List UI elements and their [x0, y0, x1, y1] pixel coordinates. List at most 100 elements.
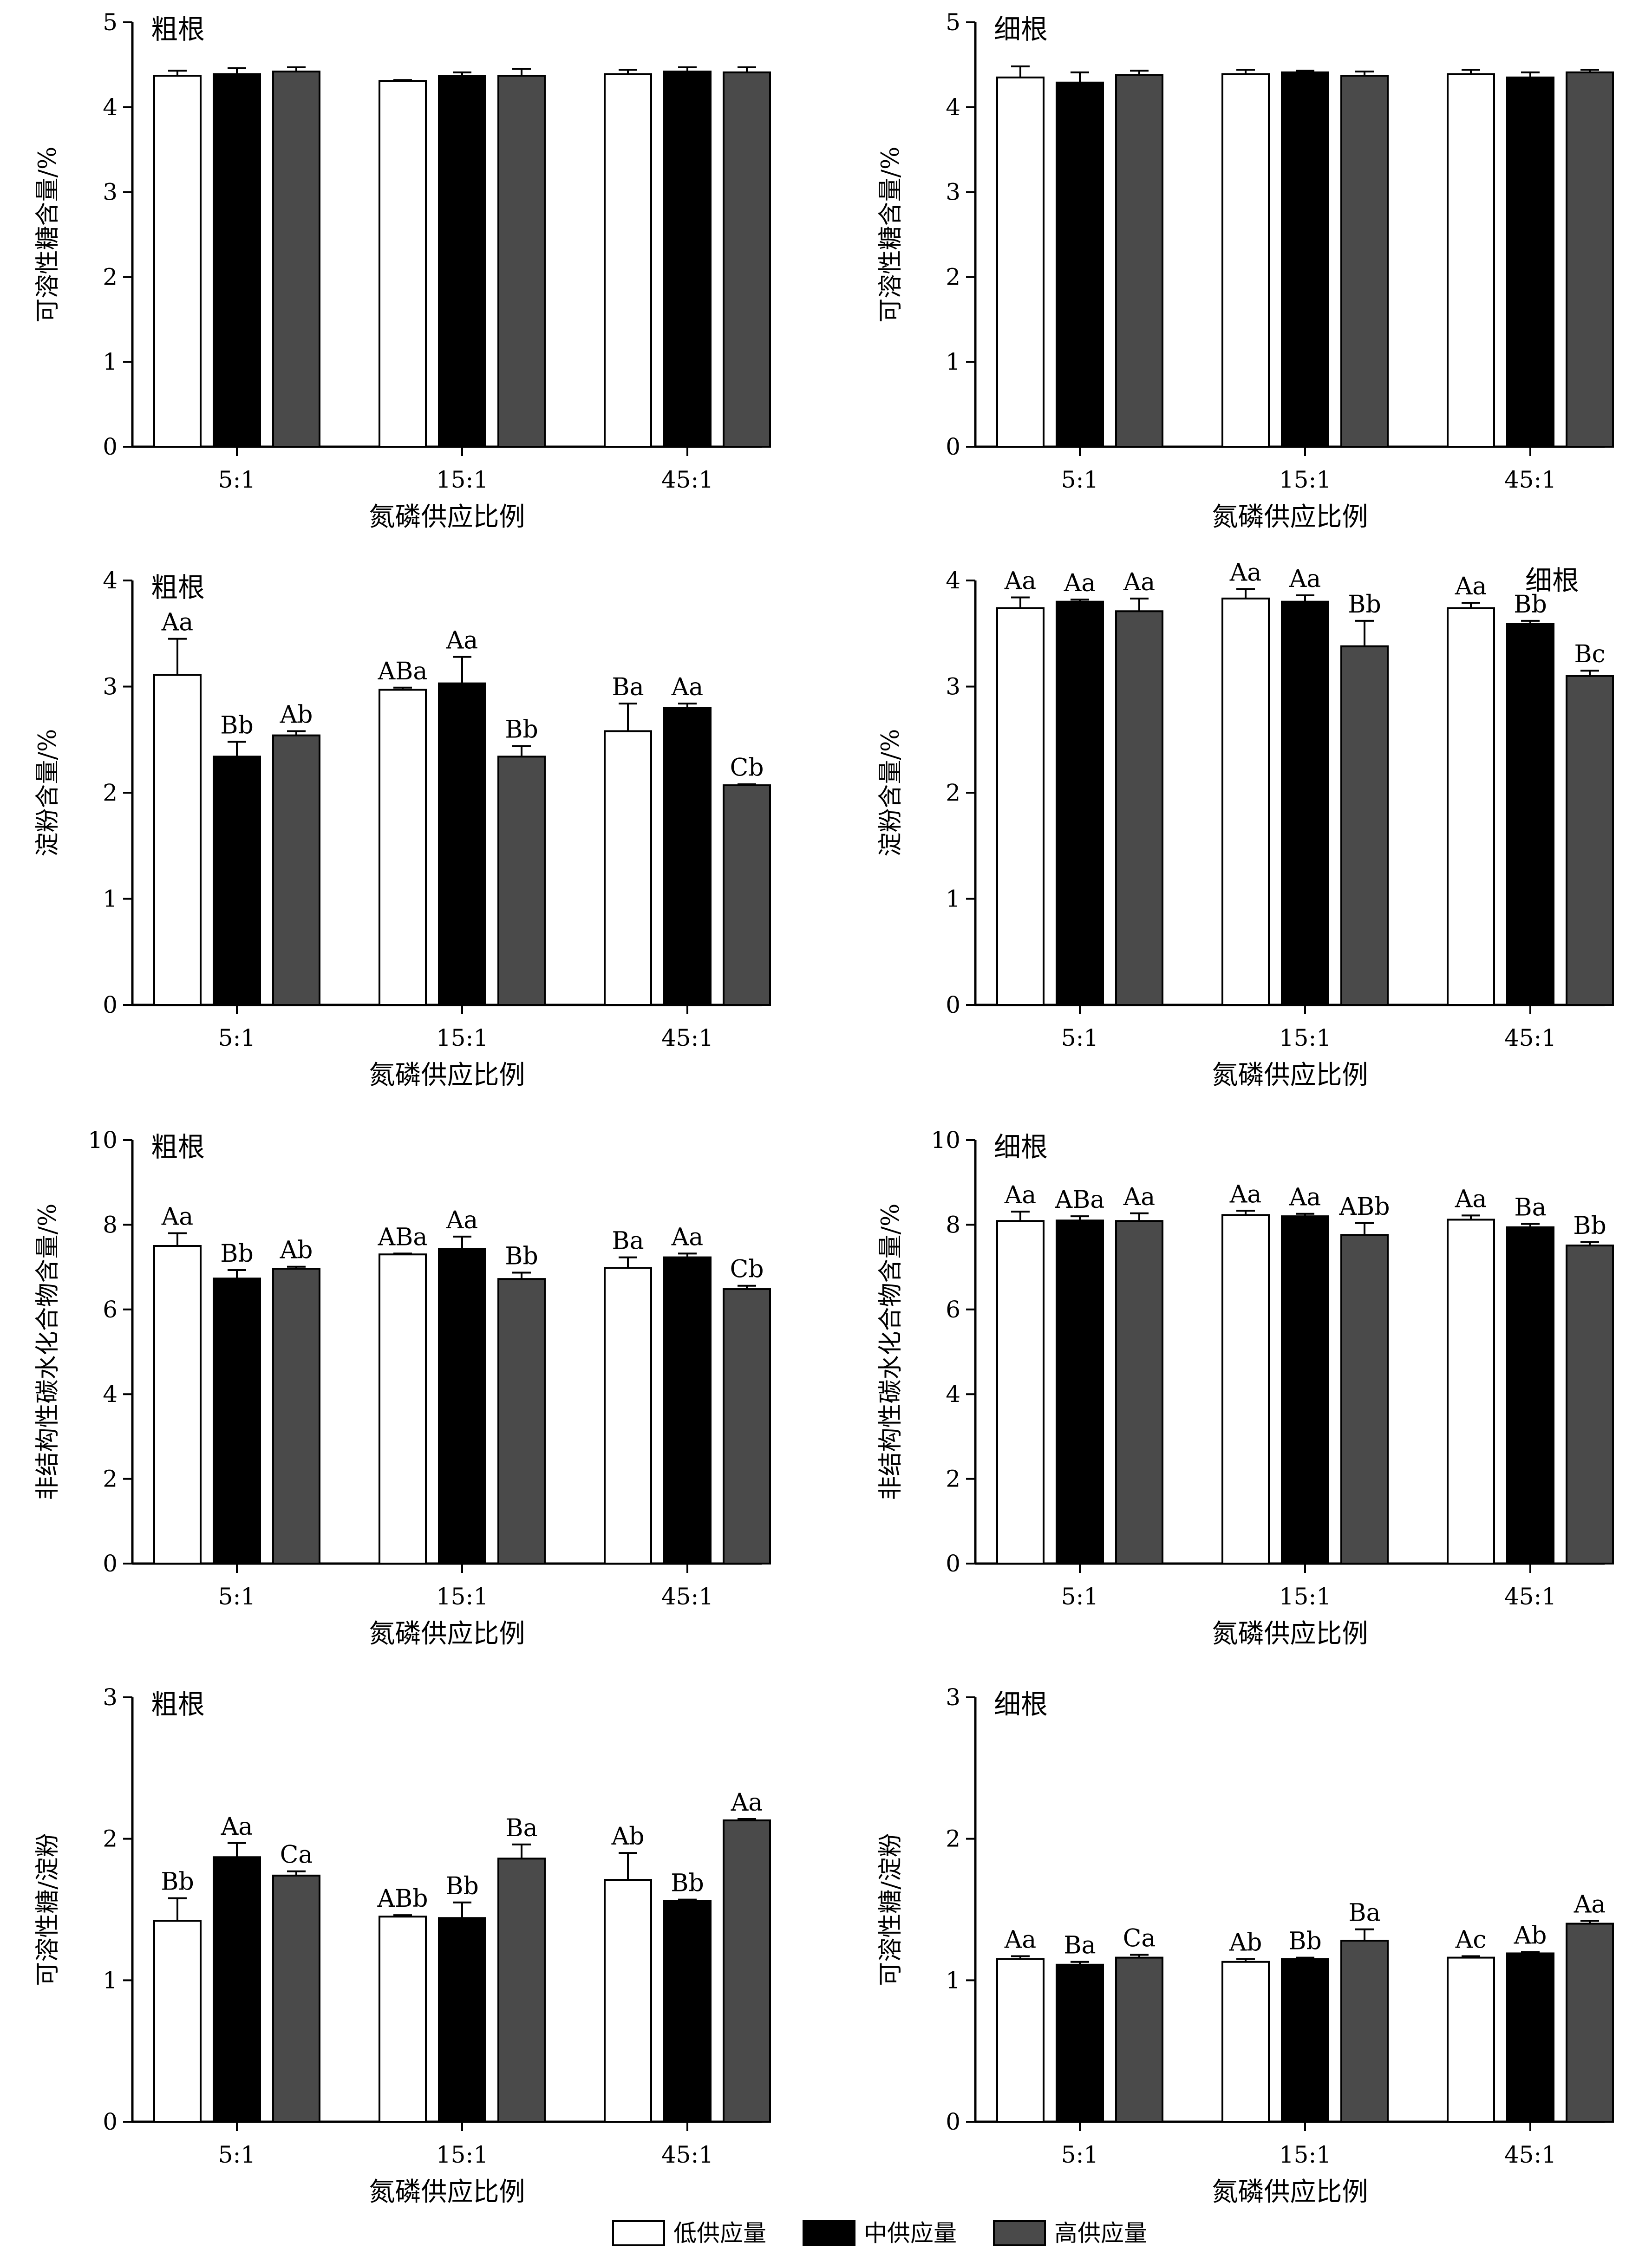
significance-label: Ba: [505, 1814, 537, 1842]
bar: [723, 1819, 771, 2123]
bar: [1447, 607, 1495, 1006]
panel-title: 细根: [1525, 565, 1579, 596]
chart-panel-4: 0 1 2 3 4 淀粉含量/% 细根 5:1 Aa Aa Aa 15:1 Aa Aa Bb 45:1 Aa Bb…: [877, 559, 1614, 1090]
y-tick-label: 4: [946, 567, 960, 594]
bar: [1281, 1215, 1329, 1564]
significance-label: Ab: [611, 1823, 645, 1851]
legend-label: 中供应量: [864, 2220, 957, 2247]
bar: [1221, 597, 1270, 1006]
bar: [1566, 675, 1614, 1006]
y-tick-label: 2: [946, 1466, 960, 1493]
significance-label: Aa: [1123, 568, 1156, 596]
significance-label: Aa: [446, 627, 478, 655]
bar: [1506, 623, 1554, 1006]
panel-title: 细根: [994, 1688, 1048, 1720]
significance-label: Ba: [612, 1227, 644, 1255]
x-tick-label: 45:1: [1504, 466, 1556, 493]
significance-label: ABb: [377, 1885, 428, 1913]
significance-label: Aa: [1004, 567, 1037, 595]
significance-label: Cb: [730, 1256, 764, 1284]
y-tick-label: 5: [103, 9, 118, 36]
bar: [1340, 1940, 1389, 2123]
y-tick-label: 3: [103, 179, 118, 206]
bar: [497, 1858, 546, 2123]
significance-label: Aa: [1004, 1926, 1037, 1954]
bar: [1281, 600, 1329, 1006]
bar: [1115, 74, 1163, 448]
bar: [272, 734, 320, 1006]
bar: [723, 71, 771, 448]
bar: [1447, 1956, 1495, 2123]
significance-label: Aa: [671, 673, 704, 701]
significance-label: Aa: [1289, 1184, 1321, 1212]
bar: [723, 1288, 771, 1564]
bar: [604, 73, 652, 448]
bar: [1115, 610, 1163, 1006]
y-tick-label: 4: [103, 567, 118, 594]
y-tick-label: 4: [946, 94, 960, 121]
chart-panel-3: 0 1 2 3 4 淀粉含量/% 粗根 5:1 Aa Bb Ab 15:1 ABa Aa Bb 45:1 Ba A…: [34, 567, 771, 1090]
significance-label: Ca: [1123, 1924, 1156, 1952]
significance-label: Bb: [161, 1868, 194, 1896]
x-tick-label: 15:1: [436, 466, 488, 493]
y-axis-label: 淀粉含量/%: [877, 729, 905, 857]
bar: [723, 784, 771, 1006]
significance-label: Bb: [1573, 1212, 1606, 1240]
chart-panel-7: 0 1 2 3 可溶性糖/淀粉 粗根 5:1 Bb Aa Ca 15:1 ABb Bb Ba 45:1 Ab B…: [34, 1684, 771, 2207]
y-tick-label: 3: [103, 673, 118, 700]
bar: [497, 756, 546, 1006]
x-tick-label: 5:1: [218, 466, 255, 493]
bar: [663, 1256, 712, 1564]
x-tick-label: 15:1: [1279, 2141, 1331, 2168]
y-tick-label: 2: [103, 1825, 118, 1852]
bar: [1056, 81, 1104, 448]
significance-label: Aa: [731, 1789, 763, 1817]
bar: [153, 674, 202, 1006]
legend: 低供应量 中供应量 高供应量: [612, 2220, 1147, 2247]
x-tick-label: 45:1: [661, 1024, 713, 1051]
significance-label: Bb: [1288, 1928, 1322, 1956]
bar: [663, 71, 712, 448]
bar: [663, 1900, 712, 2123]
y-tick-label: 1: [946, 348, 960, 375]
x-axis-label: 氮磷供应比例: [1212, 1619, 1368, 1649]
x-tick-label: 45:1: [661, 2141, 713, 2168]
bar: [1281, 1958, 1329, 2123]
x-tick-label: 45:1: [1504, 2141, 1556, 2168]
bar: [1506, 76, 1554, 448]
significance-label: Ab: [280, 701, 313, 729]
bar: [153, 75, 202, 448]
bar: [272, 1874, 320, 2123]
chart-panel-5: 0 2 4 6 8 10 非结构性碳水化合物含量/% 粗根 5:1 Aa Bb Ab 15:1 ABa Aa…: [34, 1127, 771, 1649]
significance-label: Bb: [505, 716, 538, 743]
x-axis-label: 氮磷供应比例: [369, 2177, 525, 2207]
y-tick-label: 3: [103, 1684, 118, 1711]
significance-label: Aa: [161, 609, 194, 637]
bar: [1506, 1226, 1554, 1565]
y-tick-label: 8: [946, 1211, 960, 1238]
significance-label: Aa: [161, 1203, 194, 1231]
bar: [1340, 1234, 1389, 1565]
y-tick-label: 10: [931, 1127, 960, 1154]
y-tick-label: 0: [946, 991, 960, 1018]
panel-title: 粗根: [151, 1688, 205, 1720]
bar: [1221, 1214, 1270, 1565]
bar: [497, 1278, 546, 1564]
y-tick-label: 4: [103, 1381, 118, 1408]
significance-label: Aa: [1123, 1183, 1156, 1211]
y-tick-label: 0: [103, 991, 118, 1018]
y-tick-label: 1: [946, 886, 960, 913]
significance-label: Ba: [1514, 1194, 1546, 1222]
significance-label: ABa: [378, 1223, 428, 1251]
significance-label: Bb: [1348, 591, 1381, 619]
y-tick-label: 1: [103, 1967, 118, 1994]
bar: [1056, 1963, 1104, 2123]
significance-label: Aa: [1064, 569, 1096, 597]
y-tick-label: 8: [103, 1211, 118, 1238]
significance-label: Aa: [1574, 1890, 1606, 1918]
bar: [379, 1253, 427, 1564]
significance-label: Aa: [1455, 1185, 1487, 1213]
y-tick-label: 3: [946, 673, 960, 700]
y-tick-label: 0: [946, 1550, 960, 1577]
